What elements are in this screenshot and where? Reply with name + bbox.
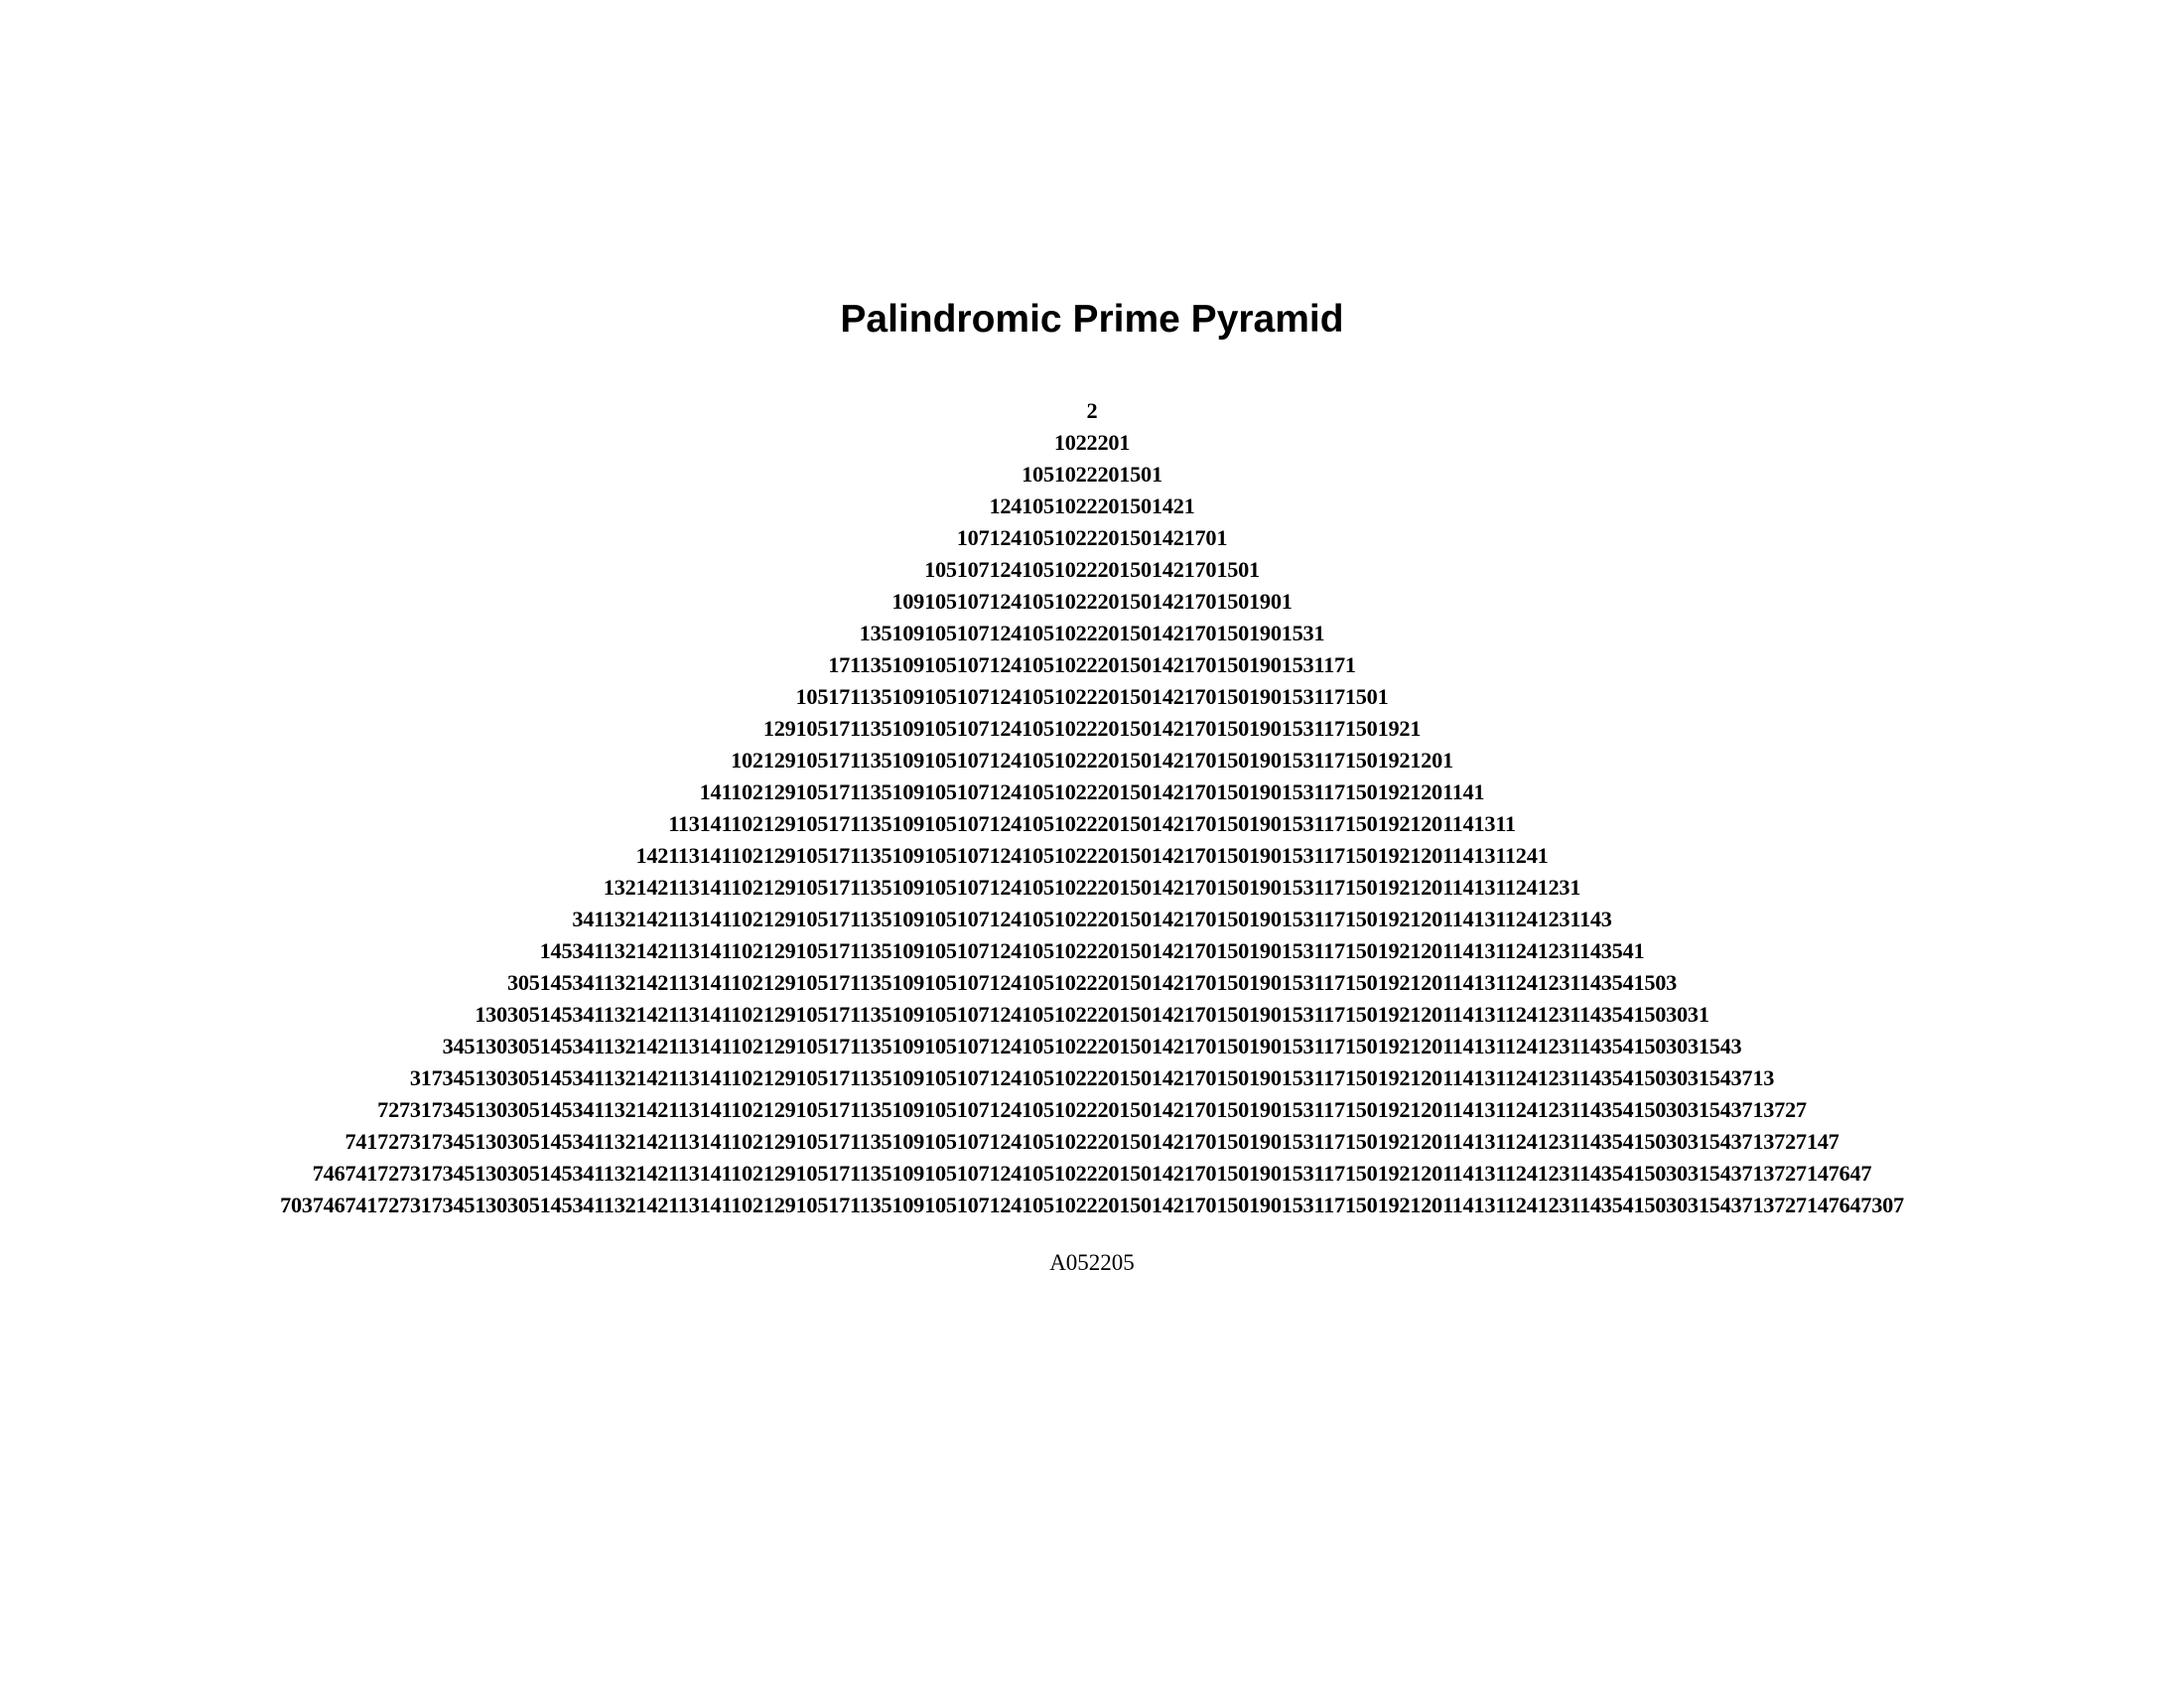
- pyramid-row: 1131411021291051711351091051071241051022…: [668, 811, 1516, 836]
- pyramid-row: 1051022201501: [1022, 462, 1162, 487]
- pyramid-row: 1051711351091051071241051022201501421701…: [795, 684, 1389, 709]
- pyramid-row: 1421131411021291051711351091051071241051…: [635, 843, 1549, 868]
- pyramid-row: 2: [1086, 398, 1098, 423]
- pyramid-row: 7037467417273173451303051453411321421131…: [280, 1193, 1904, 1217]
- pyramid-row: 1303051453411321421131411021291051711351…: [475, 1002, 1709, 1027]
- pyramid-row: 1411021291051711351091051071241051022201…: [699, 779, 1485, 804]
- pyramid-row: 1022201: [1053, 430, 1131, 455]
- prime-pyramid: 2 1022201 1051022201501 1241051022201501421…: [0, 395, 2184, 1221]
- pyramid-row: 1051071241051022201501421701501: [924, 557, 1260, 582]
- pyramid-row: 1291051711351091051071241051022201501421…: [762, 716, 1422, 741]
- pyramid-row: 1351091051071241051022201501421701501901…: [859, 621, 1325, 645]
- pyramid-row: 1321421131411021291051711351091051071241…: [603, 875, 1581, 900]
- pyramid-row: 1711351091051071241051022201501421701501…: [828, 652, 1356, 677]
- pyramid-row: 3051453411321421131411021291051711351091…: [506, 970, 1678, 995]
- pyramid-row: 3173451303051453411321421131411021291051…: [409, 1065, 1775, 1090]
- pyramid-row: 3451303051453411321421131411021291051711…: [442, 1034, 1742, 1058]
- pyramid-row: 1071241051022201501421701: [956, 525, 1228, 550]
- pyramid-row: 7417273173451303051453411321421131411021…: [344, 1129, 1840, 1154]
- pyramid-row: 7467417273173451303051453411321421131411…: [312, 1161, 1872, 1186]
- pyramid-row: 1453411321421131411021291051711351091051…: [539, 938, 1645, 963]
- pyramid-row: 1091051071241051022201501421701501901: [891, 589, 1293, 614]
- pyramid-row: 1241051022201501421: [989, 493, 1195, 518]
- pyramid-row: 7273173451303051453411321421131411021291…: [377, 1097, 1807, 1122]
- page-title: Palindromic Prime Pyramid: [840, 298, 1344, 341]
- pyramid-row: 1021291051711351091051071241051022201501…: [731, 748, 1453, 773]
- sequence-id: A052205: [1049, 1250, 1135, 1275]
- pyramid-row: 3411321421131411021291051711351091051071…: [572, 907, 1612, 931]
